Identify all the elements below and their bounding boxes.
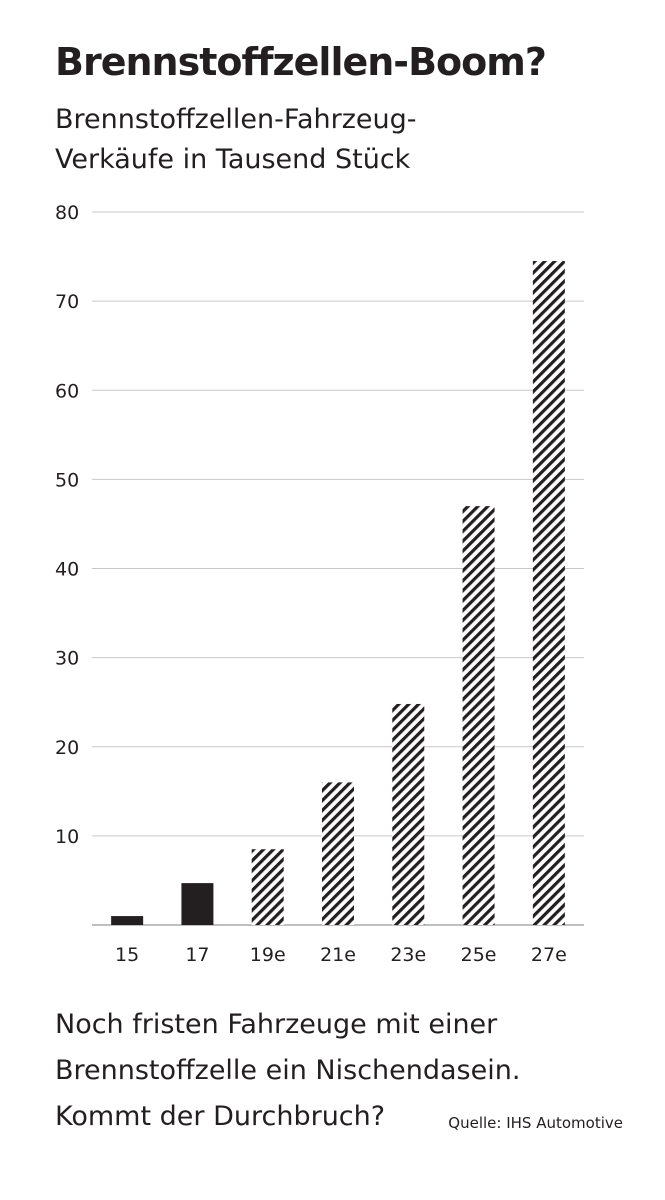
bar-27e <box>532 261 565 925</box>
bar-15 <box>111 916 144 925</box>
bar-25e <box>462 506 495 925</box>
caption-line-1: Noch fristen Fahrzeuge mit einer <box>55 1009 498 1040</box>
x-tick-label: 15 <box>115 944 139 966</box>
y-tick-label: 70 <box>55 291 79 313</box>
y-tick-label: 80 <box>55 202 79 224</box>
y-tick-label: 20 <box>55 737 79 759</box>
bar-23e <box>392 703 425 925</box>
caption: Noch fristen Fahrzeuge mit einer Brennst… <box>55 1002 615 1140</box>
bar-17 <box>181 883 214 925</box>
y-tick-label: 60 <box>55 380 79 402</box>
subtitle-line-1: Brennstoffzellen-Fahrzeug- <box>55 104 417 135</box>
chart-title: Brennstoffzellen-Boom? <box>55 40 547 84</box>
bar-chart: 10 20 30 40 50 60 70 80 15 17 19e 21e 23e 25e 27e <box>55 202 584 966</box>
y-tick-label: 30 <box>55 648 79 670</box>
y-tick-label: 10 <box>55 826 79 848</box>
caption-line-2: Brennstoffzelle ein Nischendasein. <box>55 1055 521 1086</box>
bar-19e <box>251 849 284 925</box>
x-tick-label: 25e <box>461 944 497 966</box>
bar-21e <box>322 782 354 925</box>
caption-line-3: Kommt der Durchbruch? <box>55 1101 386 1132</box>
bars <box>111 261 565 925</box>
x-axis-labels: 15 17 19e 21e 23e 25e 27e <box>115 944 567 966</box>
y-tick-label: 50 <box>55 469 79 491</box>
x-tick-label: 19e <box>250 944 286 966</box>
y-tick-label: 40 <box>55 559 79 581</box>
x-tick-label: 17 <box>185 944 209 966</box>
y-axis-labels: 10 20 30 40 50 60 70 80 <box>55 202 79 848</box>
source-note: Quelle: IHS Automotive <box>448 1114 623 1132</box>
x-tick-label: 27e <box>531 944 567 966</box>
subtitle-line-2: Verkäufe in Tausend Stück <box>55 144 411 175</box>
x-tick-label: 21e <box>320 944 356 966</box>
chart-subtitle: Brennstoffzellen-Fahrzeug- Verkäufe in T… <box>55 100 615 180</box>
x-tick-label: 23e <box>390 944 426 966</box>
